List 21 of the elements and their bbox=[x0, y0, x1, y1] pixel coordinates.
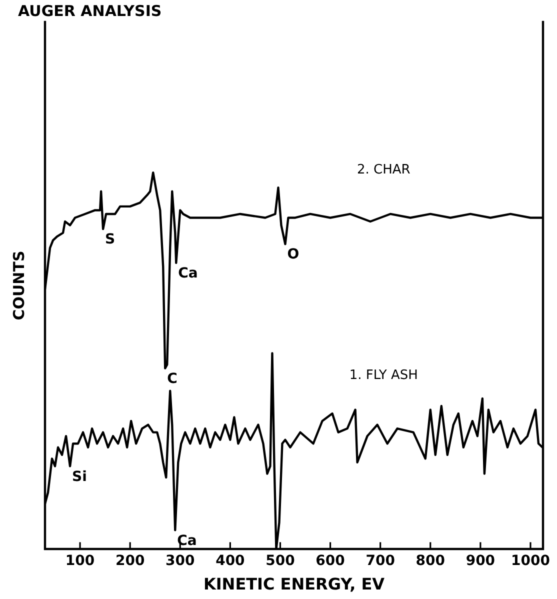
text: 1. FLY ASH bbox=[349, 368, 418, 383]
annotation: C bbox=[167, 370, 178, 387]
x-tick-label: 900 bbox=[466, 553, 496, 570]
x-tick-label: 800 bbox=[416, 553, 446, 570]
annotation: Ca bbox=[177, 532, 197, 549]
x-tick-label: 1000 bbox=[511, 553, 550, 570]
x-tick-label: 500 bbox=[266, 553, 296, 570]
x-axis-title: KINETIC ENERGY, EV bbox=[203, 574, 386, 594]
x-tick-label: 700 bbox=[366, 553, 396, 570]
annotation: Ca bbox=[178, 266, 198, 282]
x-tick-label: 200 bbox=[115, 553, 145, 570]
annotation: O bbox=[287, 246, 300, 263]
chart-title: AUGER ANALYSIS bbox=[18, 2, 162, 20]
x-tick-label: 600 bbox=[316, 553, 346, 570]
x-tick-label: 100 bbox=[65, 553, 95, 570]
text: 2. CHAR bbox=[356, 162, 410, 178]
annotation: Si bbox=[72, 468, 87, 485]
annotation: S bbox=[105, 232, 116, 248]
x-tick-label: 400 bbox=[216, 553, 246, 570]
y-axis-title: COUNTS bbox=[10, 250, 28, 320]
x-tick-label: 300 bbox=[166, 553, 195, 570]
